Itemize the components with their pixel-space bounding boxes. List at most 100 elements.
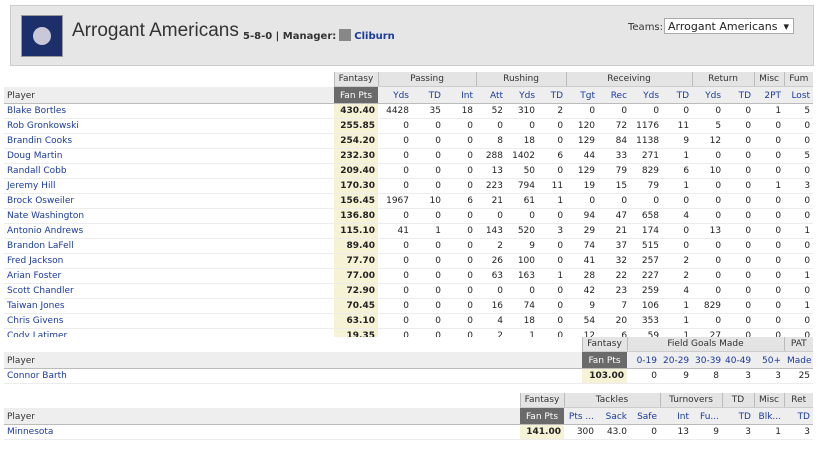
player-link[interactable]: Antonio Andrews bbox=[7, 225, 84, 236]
stat-cell: 23 bbox=[598, 283, 631, 299]
stat-cell: 0 bbox=[724, 283, 755, 299]
stat-cell: 106 bbox=[630, 298, 663, 314]
stat-cell: 0 bbox=[378, 298, 412, 314]
player-link[interactable]: Jeremy Hill bbox=[7, 180, 56, 191]
stat-cell: 4428 bbox=[378, 103, 412, 119]
group-header-row: Fantasy Tackles Turnovers TD Misc Ret bbox=[4, 393, 813, 408]
player-link[interactable]: Taiwan Jones bbox=[7, 300, 65, 311]
player-link[interactable]: Minnesota bbox=[7, 426, 54, 437]
player-link[interactable]: Brandon LaFell bbox=[7, 240, 74, 251]
stat-cell: 0 bbox=[444, 283, 477, 299]
player-link[interactable]: Arian Foster bbox=[7, 270, 62, 281]
stat-cell: 6 bbox=[538, 148, 567, 164]
stat-cell: 84 bbox=[598, 133, 631, 149]
stat-cell: 257 bbox=[630, 253, 663, 269]
player-link[interactable]: Blake Bortles bbox=[7, 105, 67, 116]
stat-cell: 0 bbox=[444, 133, 477, 149]
stat-cell: 0 bbox=[378, 313, 412, 329]
stat-cell: 0 bbox=[444, 163, 477, 179]
stat-cell: 18 bbox=[444, 103, 477, 119]
player-cell: Blake Bortles bbox=[4, 103, 334, 119]
player-row: Brandin Cooks 254.20 0 0 0 8 18 0 129 84 1138 9 12 0 0… bbox=[4, 133, 814, 149]
stat-cell: 0 bbox=[630, 103, 663, 119]
stat-cell: 8 bbox=[692, 368, 722, 384]
player-link[interactable]: Doug Martin bbox=[7, 150, 63, 161]
stat-cell: 0 bbox=[724, 298, 755, 314]
stat-cell: 0 bbox=[566, 193, 599, 209]
column-header: Yds bbox=[692, 86, 725, 104]
stat-cell: 3 bbox=[538, 223, 567, 239]
stat-cell: 0 bbox=[378, 148, 412, 164]
stat-cell: 9 bbox=[566, 298, 599, 314]
manager-label: | Manager: bbox=[275, 31, 337, 42]
player-link[interactable]: Scott Chandler bbox=[7, 285, 74, 296]
stat-cell: 11 bbox=[662, 118, 693, 134]
stat-cell: 0 bbox=[724, 193, 755, 209]
blank-cell bbox=[4, 393, 520, 408]
column-header: Att bbox=[476, 86, 507, 104]
player-row: Rob Gronkowski 255.85 0 0 0 0 0 0 120 72 1176 11 5 0 0… bbox=[4, 118, 814, 134]
stat-cell: 0 bbox=[412, 118, 444, 134]
column-header: Lost bbox=[784, 86, 814, 104]
player-link[interactable]: Brock Osweiler bbox=[7, 195, 75, 206]
stat-cell: 0 bbox=[444, 253, 477, 269]
stat-cell: 658 bbox=[630, 208, 663, 224]
stat-cell: 129 bbox=[566, 163, 599, 179]
stat-cell: 0 bbox=[444, 298, 477, 314]
player-link[interactable]: Brandin Cooks bbox=[7, 135, 73, 146]
stat-cell: 0 bbox=[724, 133, 755, 149]
stat-cell: 8 bbox=[476, 133, 507, 149]
player-row: Minnesota 141.00 300 43.0 0 13 9 3 1 3 bbox=[4, 424, 813, 440]
fan-pts: 232.30 bbox=[334, 148, 378, 164]
column-header: Player bbox=[4, 86, 334, 104]
teams-select[interactable]: Arrogant Americans bbox=[664, 18, 794, 35]
stat-cell: 0 bbox=[412, 253, 444, 269]
stat-cell: 0 bbox=[627, 368, 660, 384]
stat-cell: 0 bbox=[724, 163, 755, 179]
stats-table: Fantasy Field Goals Made PAT Player Fan Pts 0… bbox=[4, 337, 814, 384]
player-cell: Taiwan Jones bbox=[4, 298, 334, 314]
player-cell: Connor Barth bbox=[4, 368, 582, 384]
stat-cell: 0 bbox=[412, 148, 444, 164]
stat-cell: 79 bbox=[630, 178, 663, 194]
player-link[interactable]: Rob Gronkowski bbox=[7, 120, 79, 131]
player-link[interactable]: Nate Washington bbox=[7, 210, 85, 221]
team-name: Arrogant Americans bbox=[72, 20, 239, 41]
player-cell: Rob Gronkowski bbox=[4, 118, 334, 134]
stat-cell: 10 bbox=[412, 193, 444, 209]
stat-cell: 0 bbox=[754, 313, 785, 329]
player-link[interactable]: Randall Cobb bbox=[7, 165, 67, 176]
column-header: 0-19 bbox=[627, 351, 660, 369]
stat-cell: 1967 bbox=[378, 193, 412, 209]
stat-cell: 0 bbox=[724, 178, 755, 194]
column-header: Int bbox=[444, 86, 477, 104]
stat-cell: 6 bbox=[662, 163, 693, 179]
stat-cell: 52 bbox=[476, 103, 507, 119]
player-link[interactable]: Chris Givens bbox=[7, 315, 64, 326]
stat-cell: 3 bbox=[784, 178, 814, 194]
player-link[interactable]: Cody Latimer bbox=[7, 330, 68, 341]
stat-cell: 20 bbox=[598, 313, 631, 329]
stat-cell: 0 bbox=[378, 118, 412, 134]
column-header: TD bbox=[784, 407, 813, 425]
stat-cell: 353 bbox=[630, 313, 663, 329]
stat-cell: 3 bbox=[722, 424, 754, 440]
manager-link[interactable]: Cliburn bbox=[354, 31, 395, 42]
stat-cell: 0 bbox=[378, 163, 412, 179]
stat-cell: 0 bbox=[630, 193, 663, 209]
stat-cell: 18 bbox=[506, 133, 539, 149]
stat-cell: 0 bbox=[476, 208, 507, 224]
stat-cell: 3 bbox=[784, 424, 813, 440]
stat-cell: 0 bbox=[692, 148, 725, 164]
column-header: TD bbox=[662, 86, 693, 104]
player-cell: Antonio Andrews bbox=[4, 223, 334, 239]
fan-pts: 63.10 bbox=[334, 313, 378, 329]
player-link[interactable]: Fred Jackson bbox=[7, 255, 64, 266]
stat-cell: 13 bbox=[660, 424, 692, 440]
player-cell: Jeremy Hill bbox=[4, 178, 334, 194]
stat-cell: 1 bbox=[754, 424, 784, 440]
stat-cell: 0 bbox=[538, 298, 567, 314]
player-link[interactable]: Connor Barth bbox=[7, 370, 67, 381]
player-row: Chris Givens 63.10 0 0 0 4 18 0 54 20 353 1 0 0 0 0 bbox=[4, 313, 814, 329]
stat-cell: 0 bbox=[412, 133, 444, 149]
